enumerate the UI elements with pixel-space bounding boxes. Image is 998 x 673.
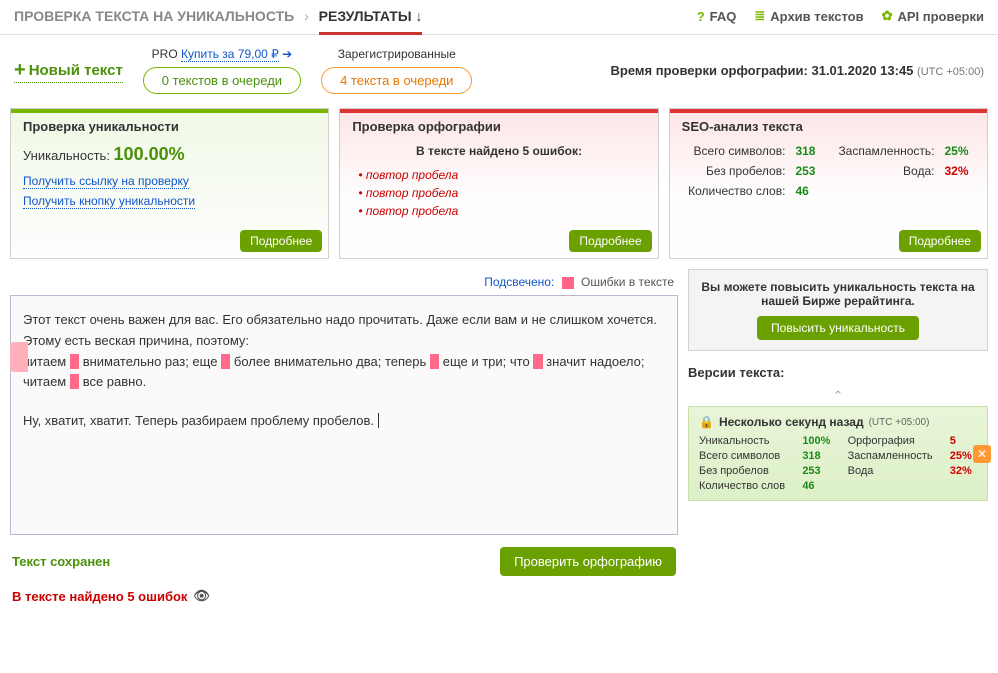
queue-registered[interactable]: 4 текста в очереди — [321, 67, 472, 94]
faq-link[interactable]: ?FAQ — [697, 8, 737, 24]
improve-uniqueness-button[interactable]: Повысить уникальность — [757, 316, 919, 340]
errors-found: В тексте найдено 5 ошибок: — [352, 144, 645, 158]
top-links: ?FAQ ≣Архив текстов ✿API проверки — [697, 8, 984, 24]
promo-box: Вы можете повысить уникальность текста н… — [688, 269, 988, 351]
help-icon: ? — [697, 9, 705, 24]
buy-pro-link[interactable]: Купить за 79,00 ₽ — [181, 47, 279, 62]
new-text-link[interactable]: +Новый текст — [14, 59, 123, 83]
more-uniqueness-button[interactable]: Подробнее — [240, 230, 322, 252]
api-link[interactable]: ✿API проверки — [882, 8, 984, 24]
breadcrumb-check[interactable]: ПРОВЕРКА ТЕКСТА НА УНИКАЛЬНОСТЬ — [14, 8, 294, 24]
list-icon: ≣ — [754, 8, 765, 24]
text-saved-label: Текст сохранен — [12, 554, 110, 569]
panel-seo: SEO-анализ текста Всего символов:318Засп… — [669, 108, 988, 259]
eye-icon[interactable]: 👁 — [193, 588, 210, 604]
chevron-right-icon: › — [304, 8, 309, 24]
breadcrumb-results[interactable]: РЕЗУЛЬТАТЫ ↓ — [319, 8, 423, 35]
panel-orthography: Проверка орфографии В тексте найдено 5 о… — [339, 108, 658, 259]
registered-label: Зарегистрированные — [338, 47, 456, 61]
more-seo-button[interactable]: Подробнее — [899, 230, 981, 252]
queue-pro[interactable]: 0 текстов в очереди — [143, 67, 301, 94]
chevron-up-icon[interactable]: ⌃ — [688, 386, 988, 406]
versions-title: Версии текста: — [688, 365, 988, 380]
uniqueness-value: 100.00% — [114, 144, 185, 164]
panel-seo-title: SEO-анализ текста — [682, 119, 975, 134]
archive-link[interactable]: ≣Архив текстов — [754, 8, 863, 24]
error-list: повтор пробела повтор пробела повтор про… — [352, 168, 645, 218]
version-card[interactable]: 🔒Несколько секунд назад (UTC +05:00) Уни… — [688, 406, 988, 501]
check-orthography-button[interactable]: Проверить орфографию — [500, 547, 676, 576]
plus-icon: + — [14, 59, 26, 82]
get-link[interactable]: Получить ссылку на проверку — [23, 174, 189, 189]
close-version-button[interactable]: ✕ — [973, 445, 991, 463]
marker-tab[interactable] — [10, 342, 28, 372]
breadcrumb: ПРОВЕРКА ТЕКСТА НА УНИКАЛЬНОСТЬ › РЕЗУЛЬ… — [14, 8, 422, 24]
panel-orthography-title: Проверка орфографии — [352, 119, 645, 134]
pro-label: PRO Купить за 79,00 ₽ ➔ — [152, 47, 293, 61]
highlight-swatch — [562, 277, 574, 289]
panel-uniqueness: Проверка уникальности Уникальность: 100.… — [10, 108, 329, 259]
get-button[interactable]: Получить кнопку уникальности — [23, 194, 195, 209]
highlight-legend: Подсвечено: Ошибки в тексте — [10, 269, 678, 295]
lock-icon: 🔒 — [699, 415, 714, 429]
check-time: Время проверки орфографии: 31.01.2020 13… — [611, 63, 984, 78]
gear-icon: ✿ — [882, 8, 893, 24]
text-editor[interactable]: Этот текст очень важен для вас. Его обяз… — [10, 295, 678, 535]
footer-error-count: В тексте найдено 5 ошибок 👁 — [10, 588, 678, 604]
more-orthography-button[interactable]: Подробнее — [569, 230, 651, 252]
panel-uniqueness-title: Проверка уникальности — [23, 119, 316, 134]
